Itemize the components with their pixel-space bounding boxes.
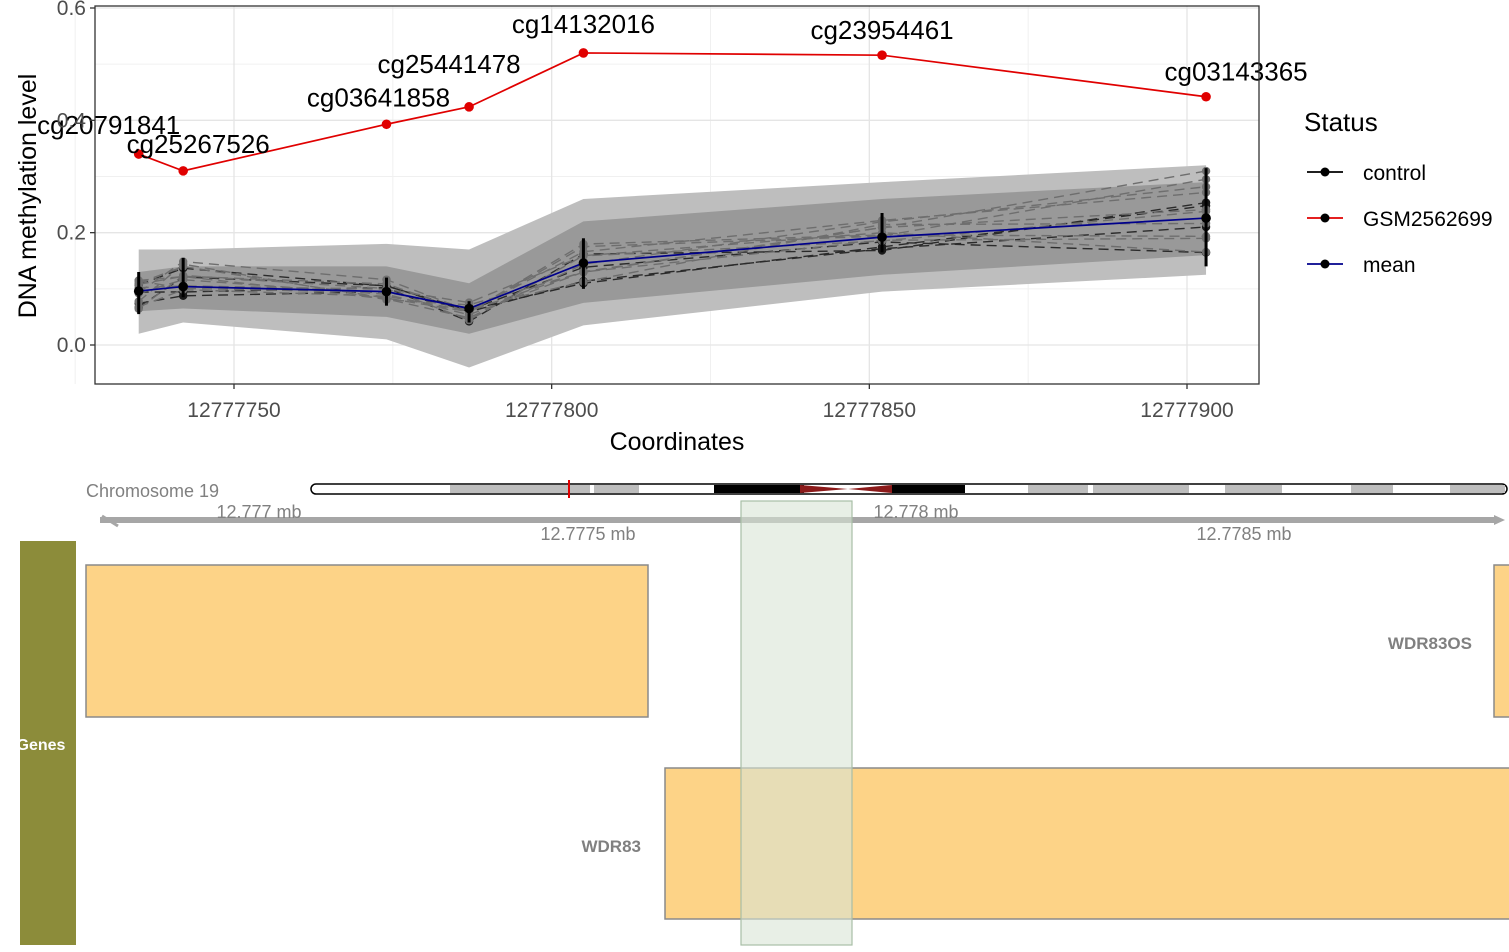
gene-label-wdr83: WDR83 [581, 837, 641, 856]
genes-panel-title: Genes [17, 737, 66, 754]
series-point-gsm2562699 [578, 48, 589, 58]
ideogram-band [714, 485, 804, 493]
gene-wdr83os-block-right [1493, 564, 1509, 718]
x-tick-label: 12777850 [823, 399, 916, 422]
x-tick-label: 12777800 [505, 399, 598, 422]
series-point-mean [877, 232, 887, 242]
probe-label: cg20791841 [37, 110, 180, 140]
y-tick-label: 0.0 [57, 334, 86, 357]
legend: Status control GSM2562699 mean [1304, 107, 1493, 277]
series-point-mean [578, 258, 589, 268]
ideogram-band [450, 485, 590, 493]
y-axis: 0.0 0.2 0.4 0.6 [57, 0, 95, 357]
legend-title: Status [1304, 107, 1378, 137]
y-tick-label: 0.6 [57, 0, 86, 20]
x-axis: 12777750 12777800 12777850 12777900 [187, 384, 1234, 422]
gene-wdr83os-block [85, 564, 649, 718]
x-tick-label: 12777900 [1140, 399, 1233, 422]
genome-axis-start [101, 514, 119, 528]
ideogram-band [1028, 485, 1088, 493]
x-tick-label: 12777750 [187, 399, 280, 422]
y-axis-title: DNA methylation level [14, 74, 42, 319]
probe-label: cg25267526 [127, 129, 270, 159]
series-point-mean [133, 286, 144, 296]
highlight-region [740, 500, 853, 946]
series-point-mean [381, 286, 392, 297]
ideogram-band [1351, 485, 1393, 493]
series-point-gsm2562699 [133, 149, 144, 159]
y-tick-label: 0.2 [57, 222, 86, 245]
plot-border [94, 5, 1260, 385]
legend-key-point [1320, 213, 1330, 223]
ruler-label: 12.7775 mb [540, 524, 635, 544]
y-tick-label: 0.4 [57, 109, 87, 132]
data-series [133, 48, 1211, 314]
ruler-label: 12.777 mb [216, 502, 301, 522]
genome-axis-arrow [1494, 515, 1505, 525]
ideogram-band [1450, 485, 1505, 493]
ideogram-band [892, 485, 965, 493]
series-point-gsm2562699 [178, 166, 188, 176]
legend-label: GSM2562699 [1363, 208, 1493, 231]
series-point-gsm2562699 [381, 119, 392, 130]
probe-label: cg23954461 [810, 15, 953, 45]
probe-label: cg14132016 [512, 9, 655, 39]
legend-key-point [1320, 259, 1330, 269]
genes-panel: Genes WDR83OS WDR83 [17, 500, 1509, 946]
series-point-mean [178, 281, 188, 292]
ideogram-centromere [800, 485, 848, 493]
ideogram: Chromosome 19 [86, 480, 1508, 501]
ruler-label: 12.7785 mb [1196, 524, 1291, 544]
chromosome-label: Chromosome 19 [86, 481, 219, 501]
legend-label: mean [1363, 254, 1416, 277]
genes-panel-title-box [20, 541, 76, 945]
gene-label-wdr83os: WDR83OS [1388, 634, 1472, 653]
series-point-mean [1201, 213, 1211, 223]
series-point-mean [464, 303, 474, 314]
legend-key-point [1320, 167, 1330, 177]
ideogram-band [594, 485, 639, 493]
series-point-gsm2562699 [464, 102, 474, 112]
ideogram-band [1225, 485, 1282, 493]
x-axis-title: Coordinates [610, 428, 745, 456]
legend-entries: control GSM2562699 mean [1307, 162, 1493, 277]
probe-label: cg03641858 [307, 82, 450, 112]
ideogram-band [1093, 485, 1189, 493]
genome-track: Chromosome 19 12.777 mb 12.7775 mb 12.77… [17, 480, 1509, 946]
probe-label: cg03143365 [1164, 57, 1307, 87]
probe-label: cg25441478 [378, 49, 521, 79]
series-point-gsm2562699 [877, 50, 887, 60]
legend-label: control [1363, 162, 1426, 185]
ideogram-centromere [848, 485, 892, 493]
ruler-label: 12.778 mb [873, 502, 958, 522]
series-point-gsm2562699 [1201, 91, 1211, 102]
